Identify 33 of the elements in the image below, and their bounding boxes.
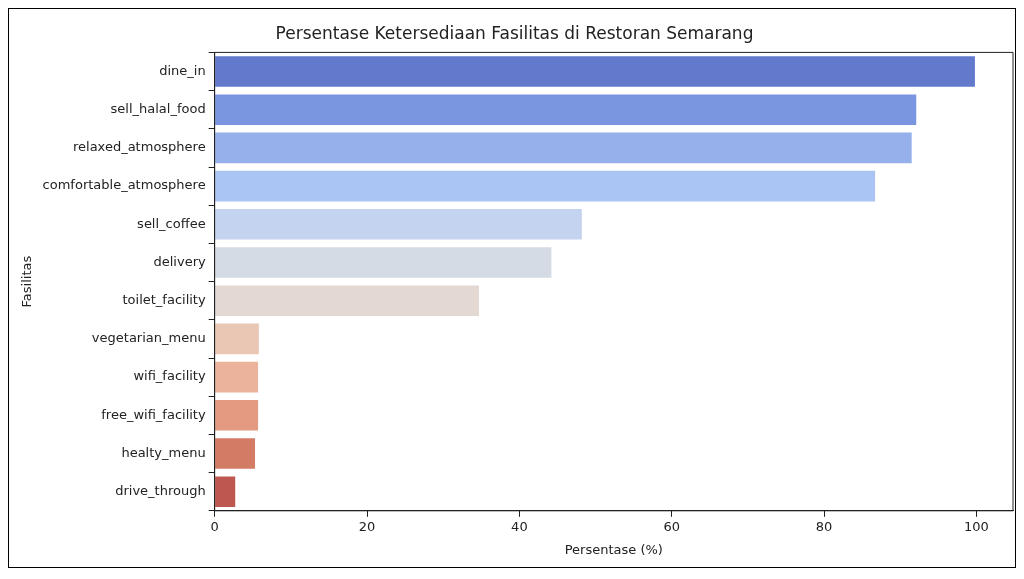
y-tick-label: comfortable_atmosphere: [42, 177, 206, 193]
bar: [215, 438, 256, 469]
bar: [215, 170, 876, 202]
x-tick-label: 60: [663, 518, 680, 534]
bar: [215, 323, 259, 355]
bar: [215, 247, 552, 278]
y-tick-label: delivery: [153, 253, 206, 269]
y-tick-label: dine_in: [159, 62, 206, 78]
chart-title: Persentase Ketersediaan Fasilitas di Restoran Semarang: [275, 22, 754, 43]
bar: [215, 476, 236, 507]
x-axis-title: Persentase (%): [564, 541, 663, 557]
y-tick-label: relaxed_atmosphere: [72, 139, 206, 155]
x-tick-label: 100: [964, 518, 989, 534]
y-tick-label: wifi_facility: [133, 368, 206, 384]
bar: [215, 56, 975, 87]
y-tick-label: vegetarian_menu: [91, 330, 206, 346]
bar: [215, 400, 259, 431]
bar: [215, 361, 259, 393]
x-tick-label: 0: [210, 518, 219, 534]
y-tick-label: drive_through: [115, 483, 206, 499]
bar: [215, 132, 912, 164]
bar: [215, 209, 582, 240]
y-tick-label: toilet_facility: [122, 292, 206, 308]
y-tick-label: sell_coffee: [137, 215, 206, 231]
bar: [215, 94, 917, 125]
x-tick-label: 40: [511, 518, 528, 534]
y-tick-label: free_wifi_facility: [101, 406, 206, 422]
y-tick-label: healty_menu: [121, 444, 206, 460]
bar: [215, 285, 479, 316]
x-tick-label: 80: [815, 518, 833, 534]
y-axis-title: Fasilitas: [19, 255, 35, 308]
x-tick-label: 20: [358, 518, 376, 534]
y-tick-label: sell_halal_food: [110, 101, 206, 117]
